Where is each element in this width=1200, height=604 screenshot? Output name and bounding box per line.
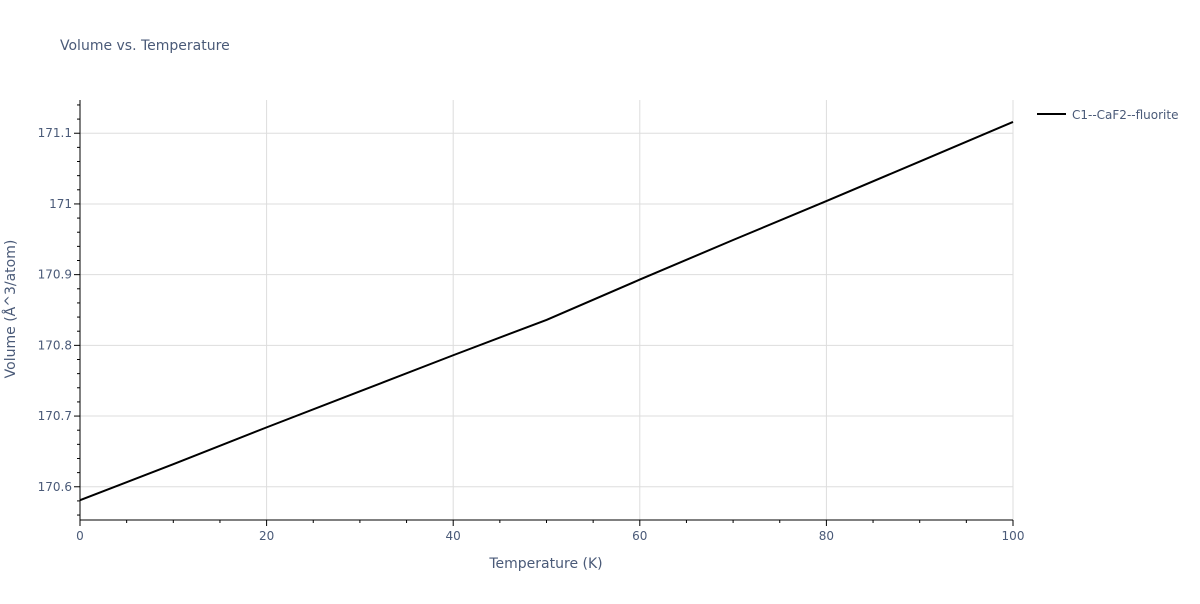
x-tick-label: 0 xyxy=(76,529,84,543)
y-axis-label: Volume (Å^3/atom) xyxy=(2,240,19,379)
x-tick-label: 80 xyxy=(819,529,834,543)
grid-lines xyxy=(80,100,1014,520)
y-tick-label: 171 xyxy=(49,197,72,211)
x-tick-label: 40 xyxy=(446,529,461,543)
axes: 0 20 40 60 80 100 170.6 170.7 170.8 170.9 171 171.1 xyxy=(38,100,1025,543)
x-axis-label: Temperature (K) xyxy=(488,556,602,572)
series-line-0[interactable] xyxy=(79,120,1014,502)
legend-label: C1--CaF2--fluorite xyxy=(1072,108,1178,122)
y-tick-label: 171.1 xyxy=(38,126,72,140)
chart-title: Volume vs. Temperature xyxy=(60,38,230,54)
y-tick-label: 170.9 xyxy=(38,268,72,282)
y-tick-label: 170.8 xyxy=(38,338,72,352)
y-tick-label: 170.6 xyxy=(38,480,72,494)
y-tick-label: 170.7 xyxy=(38,409,72,423)
legend[interactable]: C1--CaF2--fluorite xyxy=(1037,108,1178,122)
x-tick-label: 60 xyxy=(632,529,647,543)
x-tick-label: 20 xyxy=(259,529,274,543)
series-layer xyxy=(79,120,1014,502)
x-tick-label: 100 xyxy=(1002,529,1025,543)
